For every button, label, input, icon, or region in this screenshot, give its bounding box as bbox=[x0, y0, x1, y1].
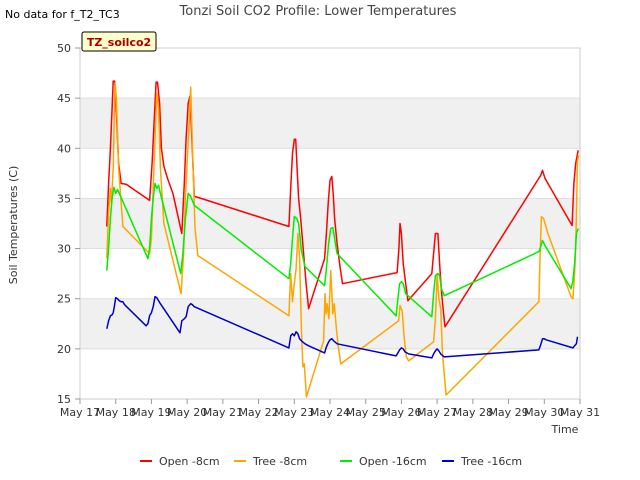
y-axis: 15 20 25 30 35 40 45 50 bbox=[57, 42, 80, 406]
x-tick-label: May 23 bbox=[274, 406, 314, 419]
y-tick-label: 25 bbox=[57, 293, 71, 306]
x-tick-label: May 21 bbox=[203, 406, 243, 419]
y-tick-label: 50 bbox=[57, 42, 71, 55]
legend-label: Open -8cm bbox=[159, 455, 220, 468]
x-tick-label: May 30 bbox=[524, 406, 564, 419]
x-tick-label: May 24 bbox=[310, 406, 350, 419]
x-tick-label: May 22 bbox=[238, 406, 278, 419]
x-axis-title: Time bbox=[551, 423, 579, 436]
no-data-message: No data for f_T2_TC3 bbox=[5, 8, 120, 21]
x-tick-label: May 28 bbox=[453, 406, 493, 419]
series-layer bbox=[106, 80, 580, 398]
x-tick-label: May 31 bbox=[560, 406, 600, 419]
y-tick-label: 20 bbox=[57, 343, 71, 356]
x-tick-label: May 29 bbox=[488, 406, 528, 419]
x-tick-label: May 18 bbox=[96, 406, 136, 419]
series-line-tree-16cm bbox=[106, 295, 579, 359]
chart-title: Tonzi Soil CO2 Profile: Lower Temperatur… bbox=[179, 4, 457, 19]
y-tick-label: 30 bbox=[57, 243, 71, 256]
x-tick-label: May 26 bbox=[381, 406, 421, 419]
x-tick-label: May 20 bbox=[167, 406, 207, 419]
legend-label: Tree -16cm bbox=[460, 455, 522, 468]
y-tick-label: 35 bbox=[57, 192, 71, 205]
series-line-tree-8cm bbox=[106, 82, 580, 398]
x-tick-label: May 19 bbox=[131, 406, 171, 419]
y-tick-label: 15 bbox=[57, 393, 71, 406]
x-tick-label: May 17 bbox=[60, 406, 100, 419]
series-badge: TZ_soilco2 bbox=[81, 31, 157, 52]
legend-label: Open -16cm bbox=[359, 455, 427, 468]
series-line-open-16cm bbox=[106, 182, 579, 318]
shaded-band bbox=[80, 98, 580, 149]
badge-box bbox=[81, 31, 157, 52]
badge-label: TZ_soilco2 bbox=[87, 36, 151, 49]
shaded-band bbox=[80, 198, 580, 249]
legend-label: Tree -8cm bbox=[252, 455, 307, 468]
y-tick-label: 40 bbox=[57, 142, 71, 155]
y-axis-title: Soil Temperatures (C) bbox=[7, 166, 20, 285]
series-line-open-8cm bbox=[106, 80, 579, 328]
x-tick-label: May 25 bbox=[346, 406, 386, 419]
legend: Open -8cm Tree -8cm Open -16cm Tree -16cm bbox=[140, 455, 522, 468]
y-tick-label: 45 bbox=[57, 92, 71, 105]
x-tick-label: May 27 bbox=[417, 406, 457, 419]
